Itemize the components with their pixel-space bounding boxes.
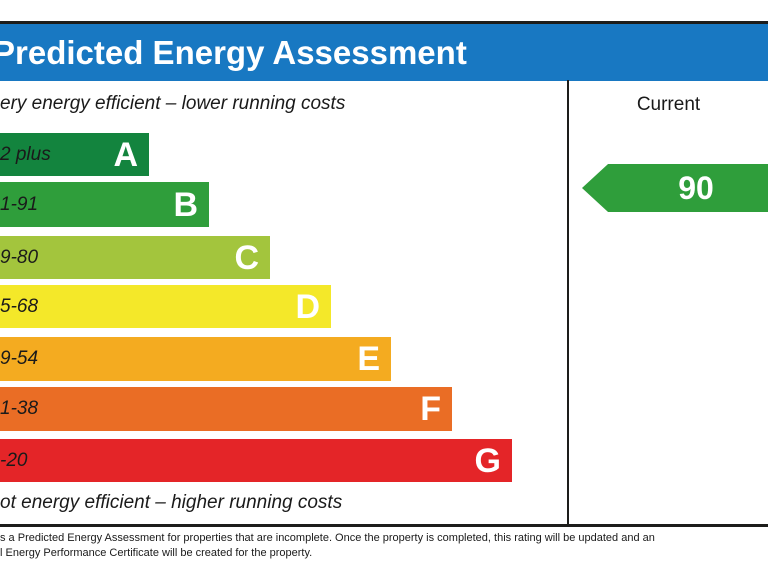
band-row-F: 1-38 F xyxy=(0,387,452,431)
band-range-label: 1-91 xyxy=(0,193,39,215)
band-row-B: 1-91 B xyxy=(0,182,209,227)
band-row-D: 5-68 D xyxy=(0,285,331,328)
band-range-label: -20 xyxy=(0,449,28,471)
band-letter-label: E xyxy=(357,340,380,378)
page-title: Predicted Energy Assessment xyxy=(0,33,467,71)
column-divider-line xyxy=(567,80,569,526)
band-range-label: 2 plus xyxy=(0,143,51,165)
top-border-line xyxy=(0,21,768,24)
current-column-header: Current xyxy=(636,94,701,115)
bottom-efficiency-label: ot energy efficient – higher running cos… xyxy=(0,492,343,513)
band-letter-label: C xyxy=(234,238,259,277)
disclaimer-line-1: s a Predicted Energy Assessment for prop… xyxy=(0,532,655,544)
disclaimer-text: s a Predicted Energy Assessment for prop… xyxy=(0,531,768,560)
band-range-label: 9-80 xyxy=(0,246,39,268)
band-letter-label: D xyxy=(295,287,320,326)
band-range-label: 5-68 xyxy=(0,295,39,317)
band-row-G: -20 G xyxy=(0,439,512,482)
footer-divider-line xyxy=(0,524,768,527)
top-efficiency-label: ery energy efficient – lower running cos… xyxy=(0,93,346,114)
band-row-C: 9-80 C xyxy=(0,236,270,279)
band-letter-label: A xyxy=(113,135,138,174)
band-row-E: 9-54 E xyxy=(0,337,391,381)
band-letter-label: B xyxy=(173,185,198,224)
band-range-label: 1-38 xyxy=(0,398,39,419)
current-rating-value: 90 xyxy=(678,170,714,206)
band-range-label: 9-54 xyxy=(0,348,39,369)
band-letter-label: F xyxy=(420,390,441,428)
band-letter-label: G xyxy=(474,441,501,480)
disclaimer-line-2: l Energy Performance Certificate will be… xyxy=(0,546,313,559)
current-rating-arrow: 90 xyxy=(582,164,768,212)
title-bar: Predicted Energy Assessment xyxy=(0,24,768,81)
band-row-A: 2 plus A xyxy=(0,133,149,176)
